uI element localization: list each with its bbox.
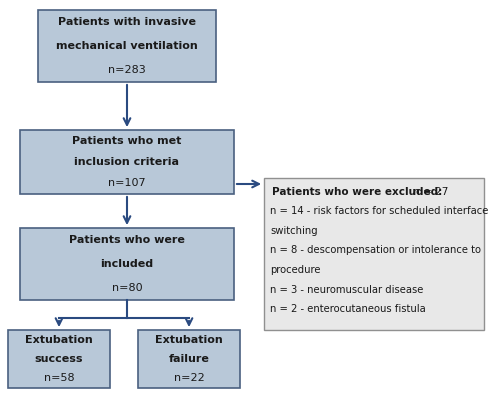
Text: n=283: n=283 bbox=[108, 65, 146, 75]
Bar bbox=[20, 130, 234, 194]
Text: failure: failure bbox=[169, 354, 209, 364]
Text: Patients with invasive: Patients with invasive bbox=[58, 17, 196, 27]
Text: switching: switching bbox=[270, 226, 317, 236]
Text: Extubation: Extubation bbox=[155, 335, 223, 345]
Text: n=58: n=58 bbox=[44, 373, 74, 383]
Text: n=107: n=107 bbox=[108, 178, 146, 188]
Text: n=22: n=22 bbox=[174, 373, 204, 383]
Text: Patients who were: Patients who were bbox=[69, 235, 185, 245]
Text: Patients who were excluded:: Patients who were excluded: bbox=[272, 187, 442, 197]
Bar bbox=[264, 178, 484, 330]
Text: n=80: n=80 bbox=[112, 283, 142, 293]
Text: mechanical ventilation: mechanical ventilation bbox=[56, 41, 198, 51]
Text: n = 3 - neuromuscular disease: n = 3 - neuromuscular disease bbox=[270, 285, 424, 295]
Text: n = 8 - descompensation or intolerance to: n = 8 - descompensation or intolerance t… bbox=[270, 245, 481, 255]
Text: procedure: procedure bbox=[270, 265, 320, 275]
Text: n = 2 - enterocutaneous fistula: n = 2 - enterocutaneous fistula bbox=[270, 304, 426, 314]
Bar bbox=[8, 330, 110, 388]
Text: success: success bbox=[35, 354, 83, 364]
Text: inclusion criteria: inclusion criteria bbox=[74, 157, 180, 167]
Text: n = 14 - risk factors for scheduled interface: n = 14 - risk factors for scheduled inte… bbox=[270, 206, 489, 216]
Bar bbox=[138, 330, 240, 388]
Text: n = 27: n = 27 bbox=[410, 187, 448, 197]
Bar bbox=[20, 228, 234, 300]
Text: Extubation: Extubation bbox=[25, 335, 93, 345]
Text: included: included bbox=[100, 259, 154, 269]
Text: Patients who met: Patients who met bbox=[72, 136, 182, 146]
Bar bbox=[38, 10, 216, 82]
